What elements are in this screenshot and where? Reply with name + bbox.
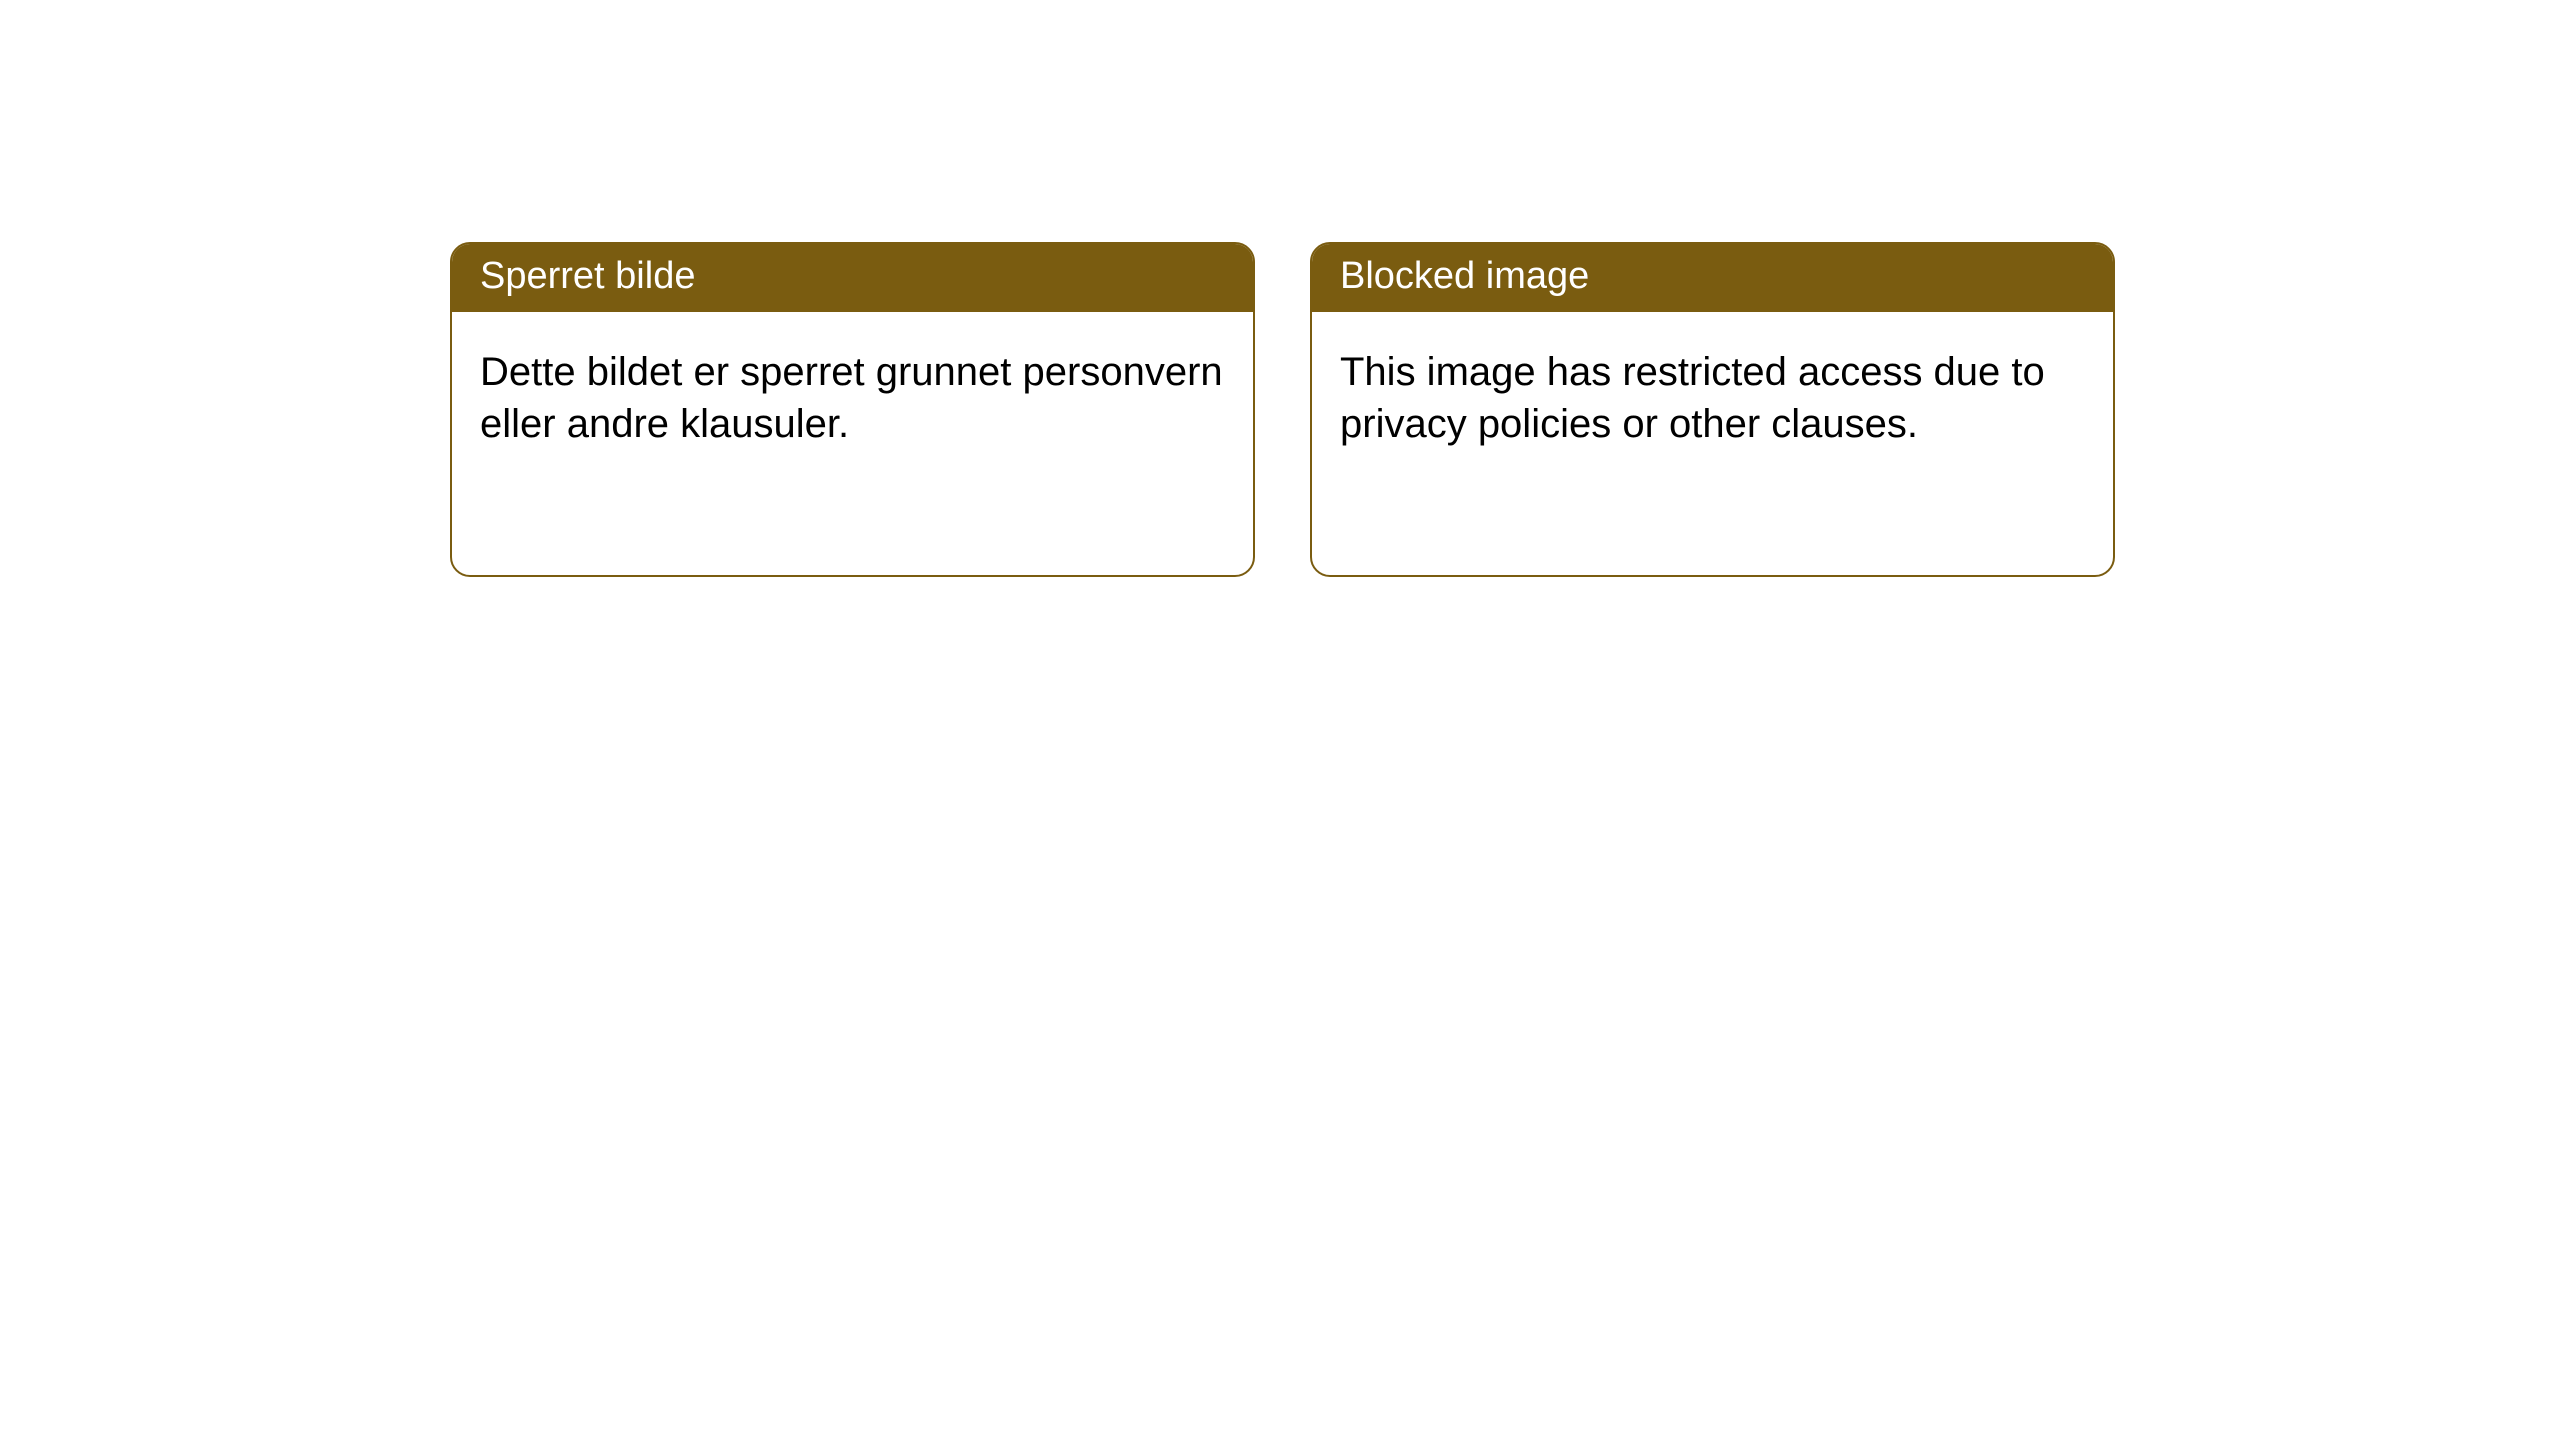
notice-card-norwegian: Sperret bilde Dette bildet er sperret gr… bbox=[450, 242, 1255, 577]
notice-container: Sperret bilde Dette bildet er sperret gr… bbox=[450, 242, 2115, 577]
notice-title-english: Blocked image bbox=[1312, 244, 2113, 312]
notice-body-norwegian: Dette bildet er sperret grunnet personve… bbox=[452, 312, 1253, 484]
notice-body-english: This image has restricted access due to … bbox=[1312, 312, 2113, 484]
notice-title-norwegian: Sperret bilde bbox=[452, 244, 1253, 312]
notice-card-english: Blocked image This image has restricted … bbox=[1310, 242, 2115, 577]
